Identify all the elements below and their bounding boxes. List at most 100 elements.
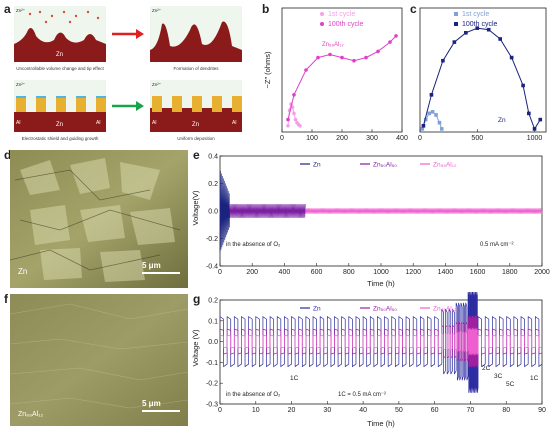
chart-g-rate: 1C = 0.5 mA cm⁻² (338, 392, 386, 398)
chart-g-frame (219, 299, 543, 405)
chart-g-rate-label: 3C (494, 373, 503, 380)
al-label-br-left: Al (152, 120, 156, 126)
chart-e-xlabel: Time (h) (367, 279, 395, 288)
chart-g-xtick-label: 50 (395, 407, 403, 414)
chart-c-xtick-label: 500 (471, 135, 483, 142)
chart-e-xtick-label: 1400 (438, 269, 454, 276)
chart-c-point (429, 93, 434, 97)
chart-b-ylabel: −Z″ (ohms) (263, 51, 272, 89)
zn-ion-label-br: Zn²⁺ (152, 82, 162, 87)
al-pillars-bl (16, 96, 106, 112)
zn-base-bl (14, 112, 106, 132)
chart-e-xtick-label: 2000 (534, 269, 550, 276)
chart-e-ytick-label: 0.0 (208, 209, 218, 216)
zn-ion-label-tr: Zn²⁺ (152, 8, 162, 13)
chart-e-ylabel: Voltage(V) (191, 190, 200, 226)
chart-c-point (527, 111, 531, 116)
chart-e-series-line (219, 170, 230, 253)
chart-b: −Z″ (ohms) 0 100 200 300 400 1st cycle 100th c… (263, 7, 408, 142)
chart-c-frame (419, 7, 547, 133)
panel-label-e: e (193, 148, 200, 162)
chart-c-point (420, 127, 425, 131)
chart-c-point (475, 26, 480, 30)
chart-g-ytick-label: 0.0 (208, 339, 218, 346)
chart-e-legend-label: Zn (313, 162, 321, 169)
al-pillars-br (152, 96, 242, 112)
chart-c-point (452, 40, 457, 44)
arrow-red-head (136, 29, 144, 39)
chart-c-point (486, 27, 491, 32)
chart-g-rate-label: 1C (530, 375, 539, 382)
chart-b-xtick-label: 200 (336, 135, 348, 142)
panel-label-g: g (193, 292, 201, 306)
chart-e-xtick-label: 1800 (502, 269, 518, 276)
chart-g-ytick-label: -0.2 (206, 381, 218, 388)
chart-g: Voltage (V) 0 10 20 30 40 50 60 70 80 90 -0.3 -0.2 -… (191, 292, 546, 428)
chart-c-point (532, 127, 537, 131)
chart-e-series-line (219, 204, 306, 218)
sem-image-znal: Zn₈₈Al₁₂ 5 μm (10, 294, 188, 426)
chart-c-series-line (422, 27, 541, 131)
chart-b-point (286, 117, 290, 122)
zn-ion-label-bl: Zn²⁺ (16, 82, 26, 87)
chart-e-ytick-label: 0.4 (208, 154, 218, 161)
sem-f-scalebar (142, 410, 180, 412)
sem-d-scalebar (142, 272, 180, 274)
chart-g-ytick-label: -0.3 (206, 402, 218, 409)
panel-label-f: f (4, 292, 8, 306)
chart-g-rate-label: 2C (482, 365, 491, 372)
chart-c-point (427, 111, 431, 116)
chart-c-point (423, 117, 428, 122)
chart-e-current: 0.5 mA cm⁻² (480, 242, 514, 248)
chart-e-xtick-label: 600 (311, 269, 323, 276)
panel-label-d: d (4, 148, 12, 162)
chart-c-legend-marker (454, 12, 458, 16)
sem-f-texture (10, 303, 188, 409)
caption-top-right: Formation of dendrites (173, 66, 219, 71)
chart-g-ytick-label: 0.2 (208, 298, 218, 305)
chart-e-xtick-label: 400 (279, 269, 291, 276)
chart-g-xtick-label: 0 (218, 407, 222, 414)
chart-c-point (437, 120, 442, 125)
chart-g-rate-label: 1C (290, 375, 299, 382)
chart-c-point (498, 37, 502, 41)
chart-g-xtick-label: 60 (431, 407, 439, 414)
chart-e-note: in the absence of O₂ (226, 242, 281, 248)
caption-bottom-right: Uniform deposition (177, 136, 215, 141)
chart-e-ytick-label: -0.2 (206, 236, 218, 243)
caption-bottom-left: Electrostatic shield and guiding growth (22, 136, 99, 141)
chart-c-legend-label: 1st cycle (462, 11, 489, 18)
chart-c-point (464, 31, 468, 35)
chart-b-point (364, 55, 368, 60)
al-label-br-right: Al (232, 120, 236, 126)
chart-b-legend-label: 1st cycle (328, 11, 355, 18)
chart-b-point (340, 55, 344, 60)
chart-b-point (298, 124, 302, 128)
chart-b-legend-label: 100th cycle (328, 21, 364, 28)
chart-c-xtick-label: 1000 (527, 135, 543, 142)
zn-ion-label-tl: Zn²⁺ (16, 8, 26, 13)
chart-b-xtick-label: 0 (280, 135, 284, 142)
al-label-bl-right: Al (96, 120, 100, 126)
chart-b-point (293, 117, 298, 122)
chart-c-point (538, 117, 543, 122)
chart-c: 0 500 1000 1st cycle 100th cycle Zn (418, 7, 547, 142)
chart-g-xtick-label: 70 (467, 407, 475, 414)
chart-b-inset-label: Zn₈₈Al₁₂ (322, 42, 344, 48)
chart-g-legend-label: Zn (313, 306, 321, 313)
chart-b-legend-marker (320, 12, 324, 16)
chart-e-xtick-label: 800 (343, 269, 355, 276)
zn-electrode-rough (14, 28, 106, 62)
sem-d-label: Zn (18, 267, 27, 276)
chart-e-ytick-label: 0.2 (208, 181, 218, 188)
chart-b-point (376, 49, 380, 54)
chart-b-point (304, 68, 308, 72)
chart-g-ylabel: Voltage (V) (191, 329, 200, 367)
chart-c-legend-label: 100th cycle (462, 21, 498, 28)
chart-g-xlabel: Time (h) (367, 419, 395, 428)
caption-top-left: Uncontrollable volume change and tip eff… (16, 66, 104, 71)
chart-g-ytick-label: 0.1 (208, 318, 218, 325)
arrow-green-head (136, 101, 144, 111)
chart-b-series-line (287, 35, 397, 120)
chart-c-point (421, 124, 426, 128)
